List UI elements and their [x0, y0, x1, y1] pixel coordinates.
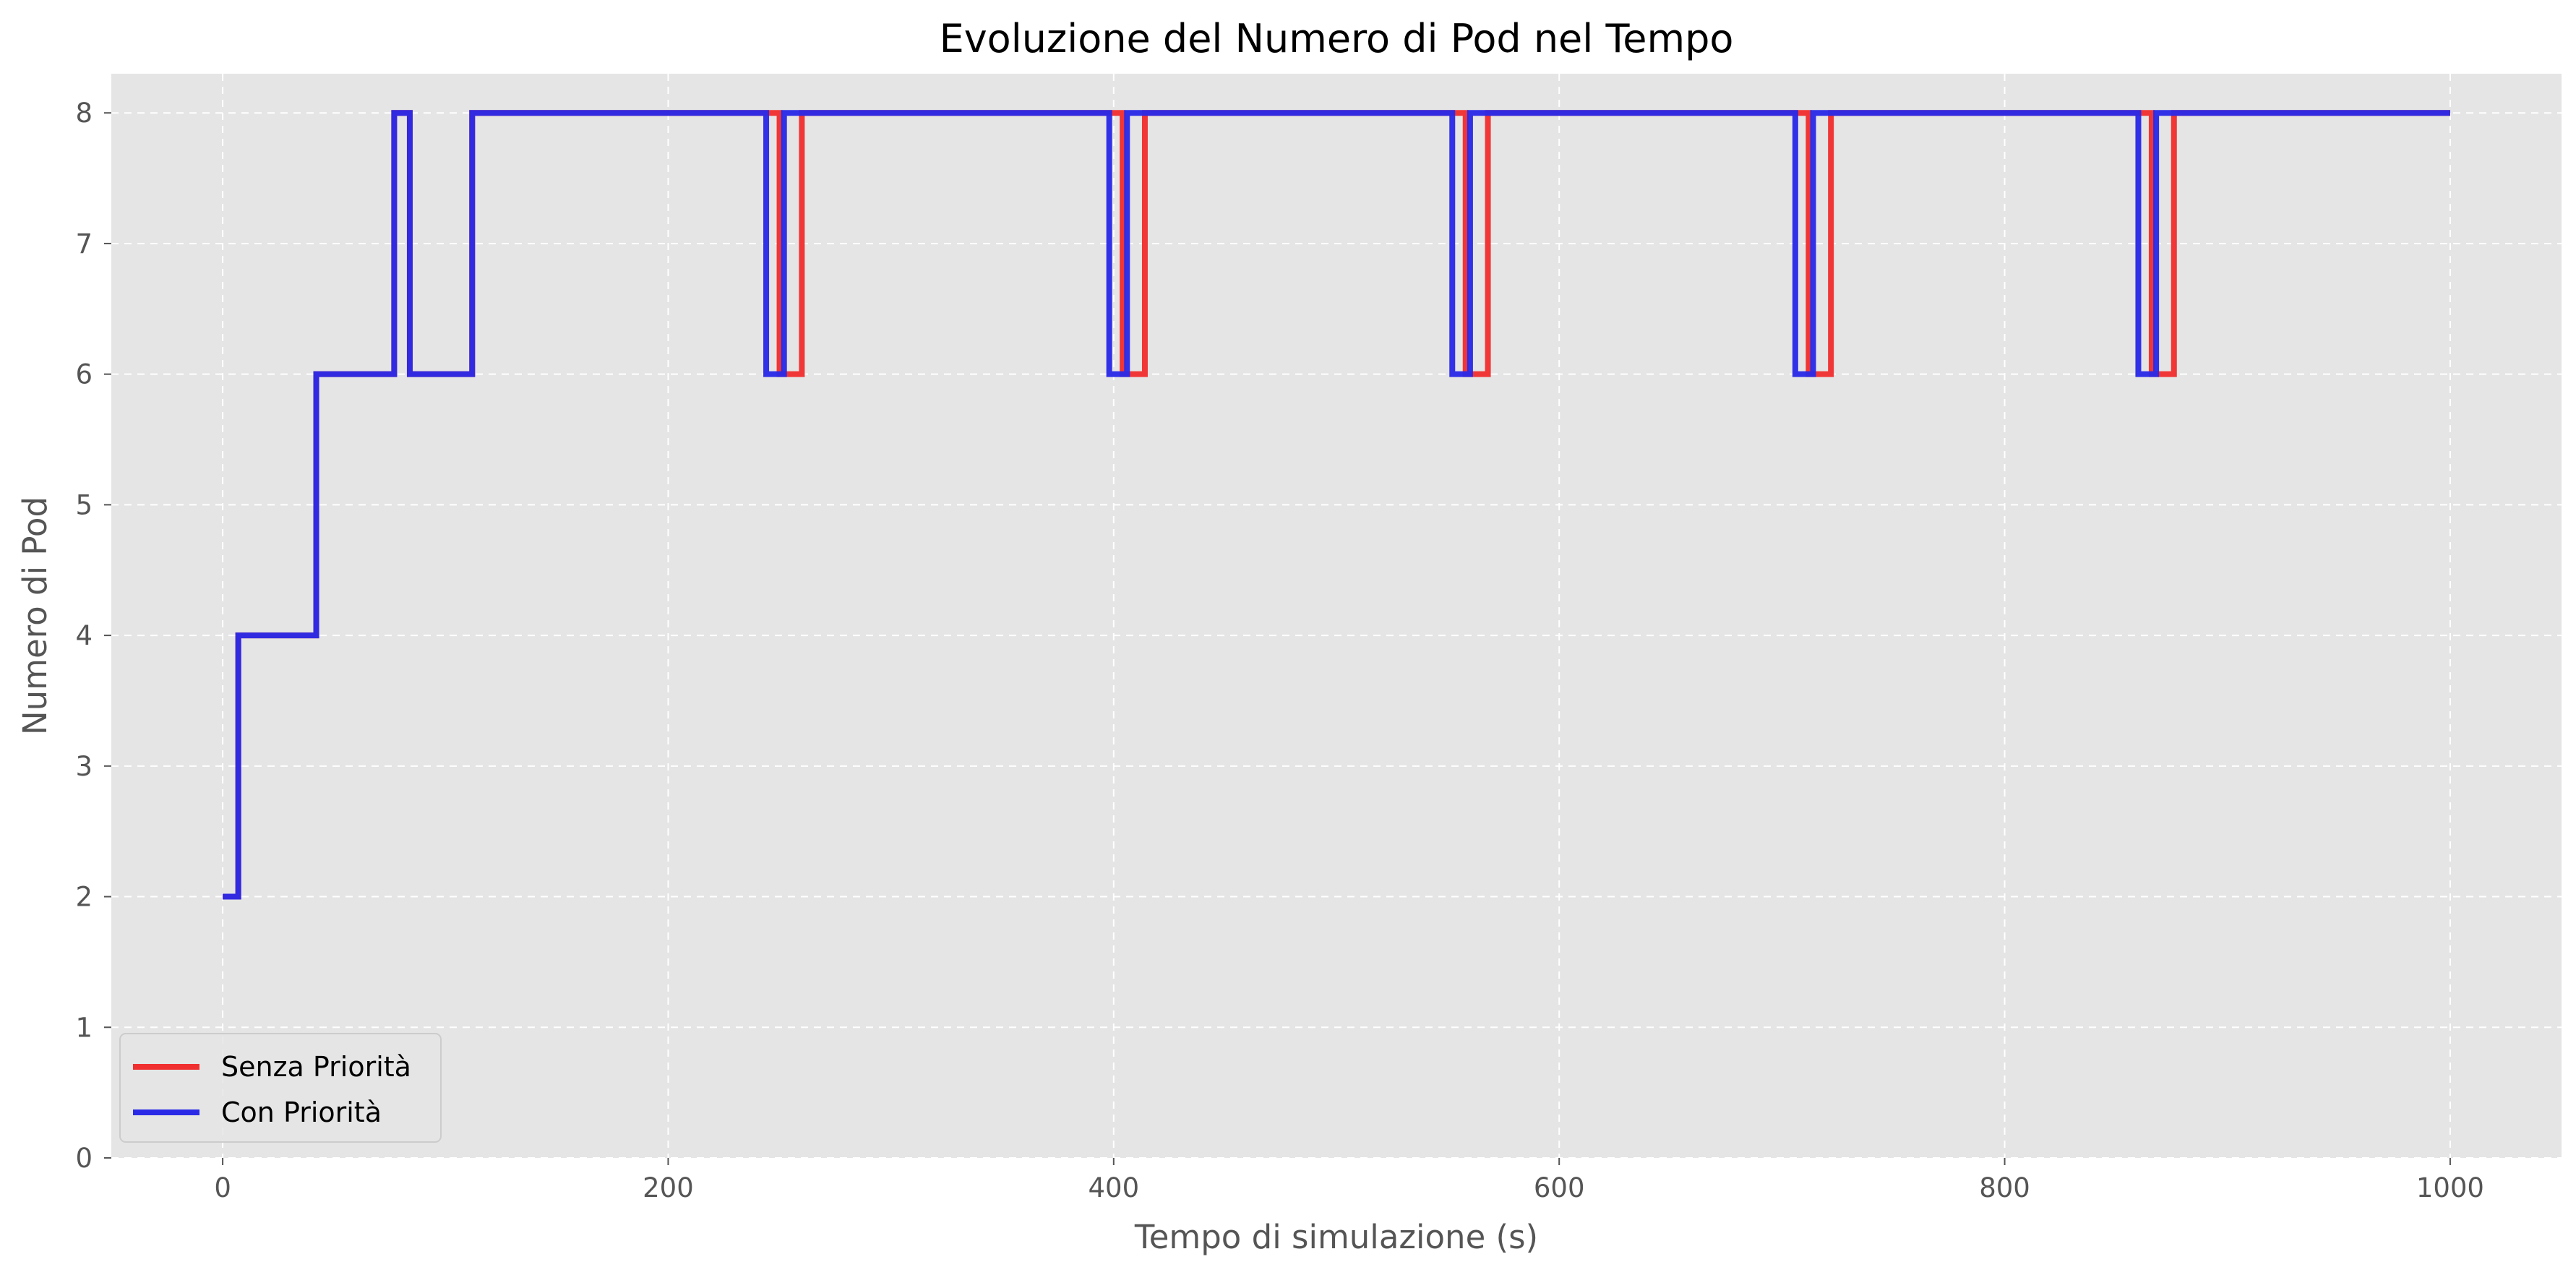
y-tick-label: 4	[75, 620, 93, 651]
y-tick-label: 6	[75, 359, 93, 390]
y-tick-label: 5	[75, 489, 93, 520]
x-tick-label: 600	[1534, 1172, 1585, 1203]
legend-label-senza-priorita: Senza Priorità	[221, 1051, 411, 1083]
axis-ticks: 0 200 400 600 800 1000 0 1 2 3 4 5 6 7 8	[75, 98, 2484, 1203]
legend-box	[119, 1033, 442, 1143]
chart-title: Evoluzione del Numero di Pod nel Tempo	[940, 16, 1734, 61]
legend: Senza Priorità Con Priorità	[119, 1033, 442, 1143]
y-tick-label: 7	[75, 228, 93, 259]
x-tick-label: 200	[643, 1172, 694, 1203]
legend-label-con-priorita: Con Priorità	[221, 1096, 382, 1128]
x-tick-label: 0	[214, 1172, 231, 1203]
y-tick-label: 0	[75, 1143, 93, 1174]
grid	[111, 74, 2562, 1159]
plot-background	[111, 74, 2562, 1158]
y-tick-label: 2	[75, 882, 93, 913]
x-tick-label: 1000	[2416, 1172, 2484, 1203]
y-tick-label: 3	[75, 751, 93, 782]
series-lines	[223, 110, 2450, 900]
y-tick-label: 8	[75, 98, 93, 129]
x-axis-label: Tempo di simulazione (s)	[1134, 1218, 1538, 1256]
y-tick-label: 1	[75, 1012, 93, 1043]
x-tick-label: 400	[1089, 1172, 1140, 1203]
x-tick-label: 800	[1979, 1172, 2030, 1203]
y-axis-label: Numero di Pod	[16, 497, 54, 735]
series-line-con-priorita	[223, 110, 2450, 900]
